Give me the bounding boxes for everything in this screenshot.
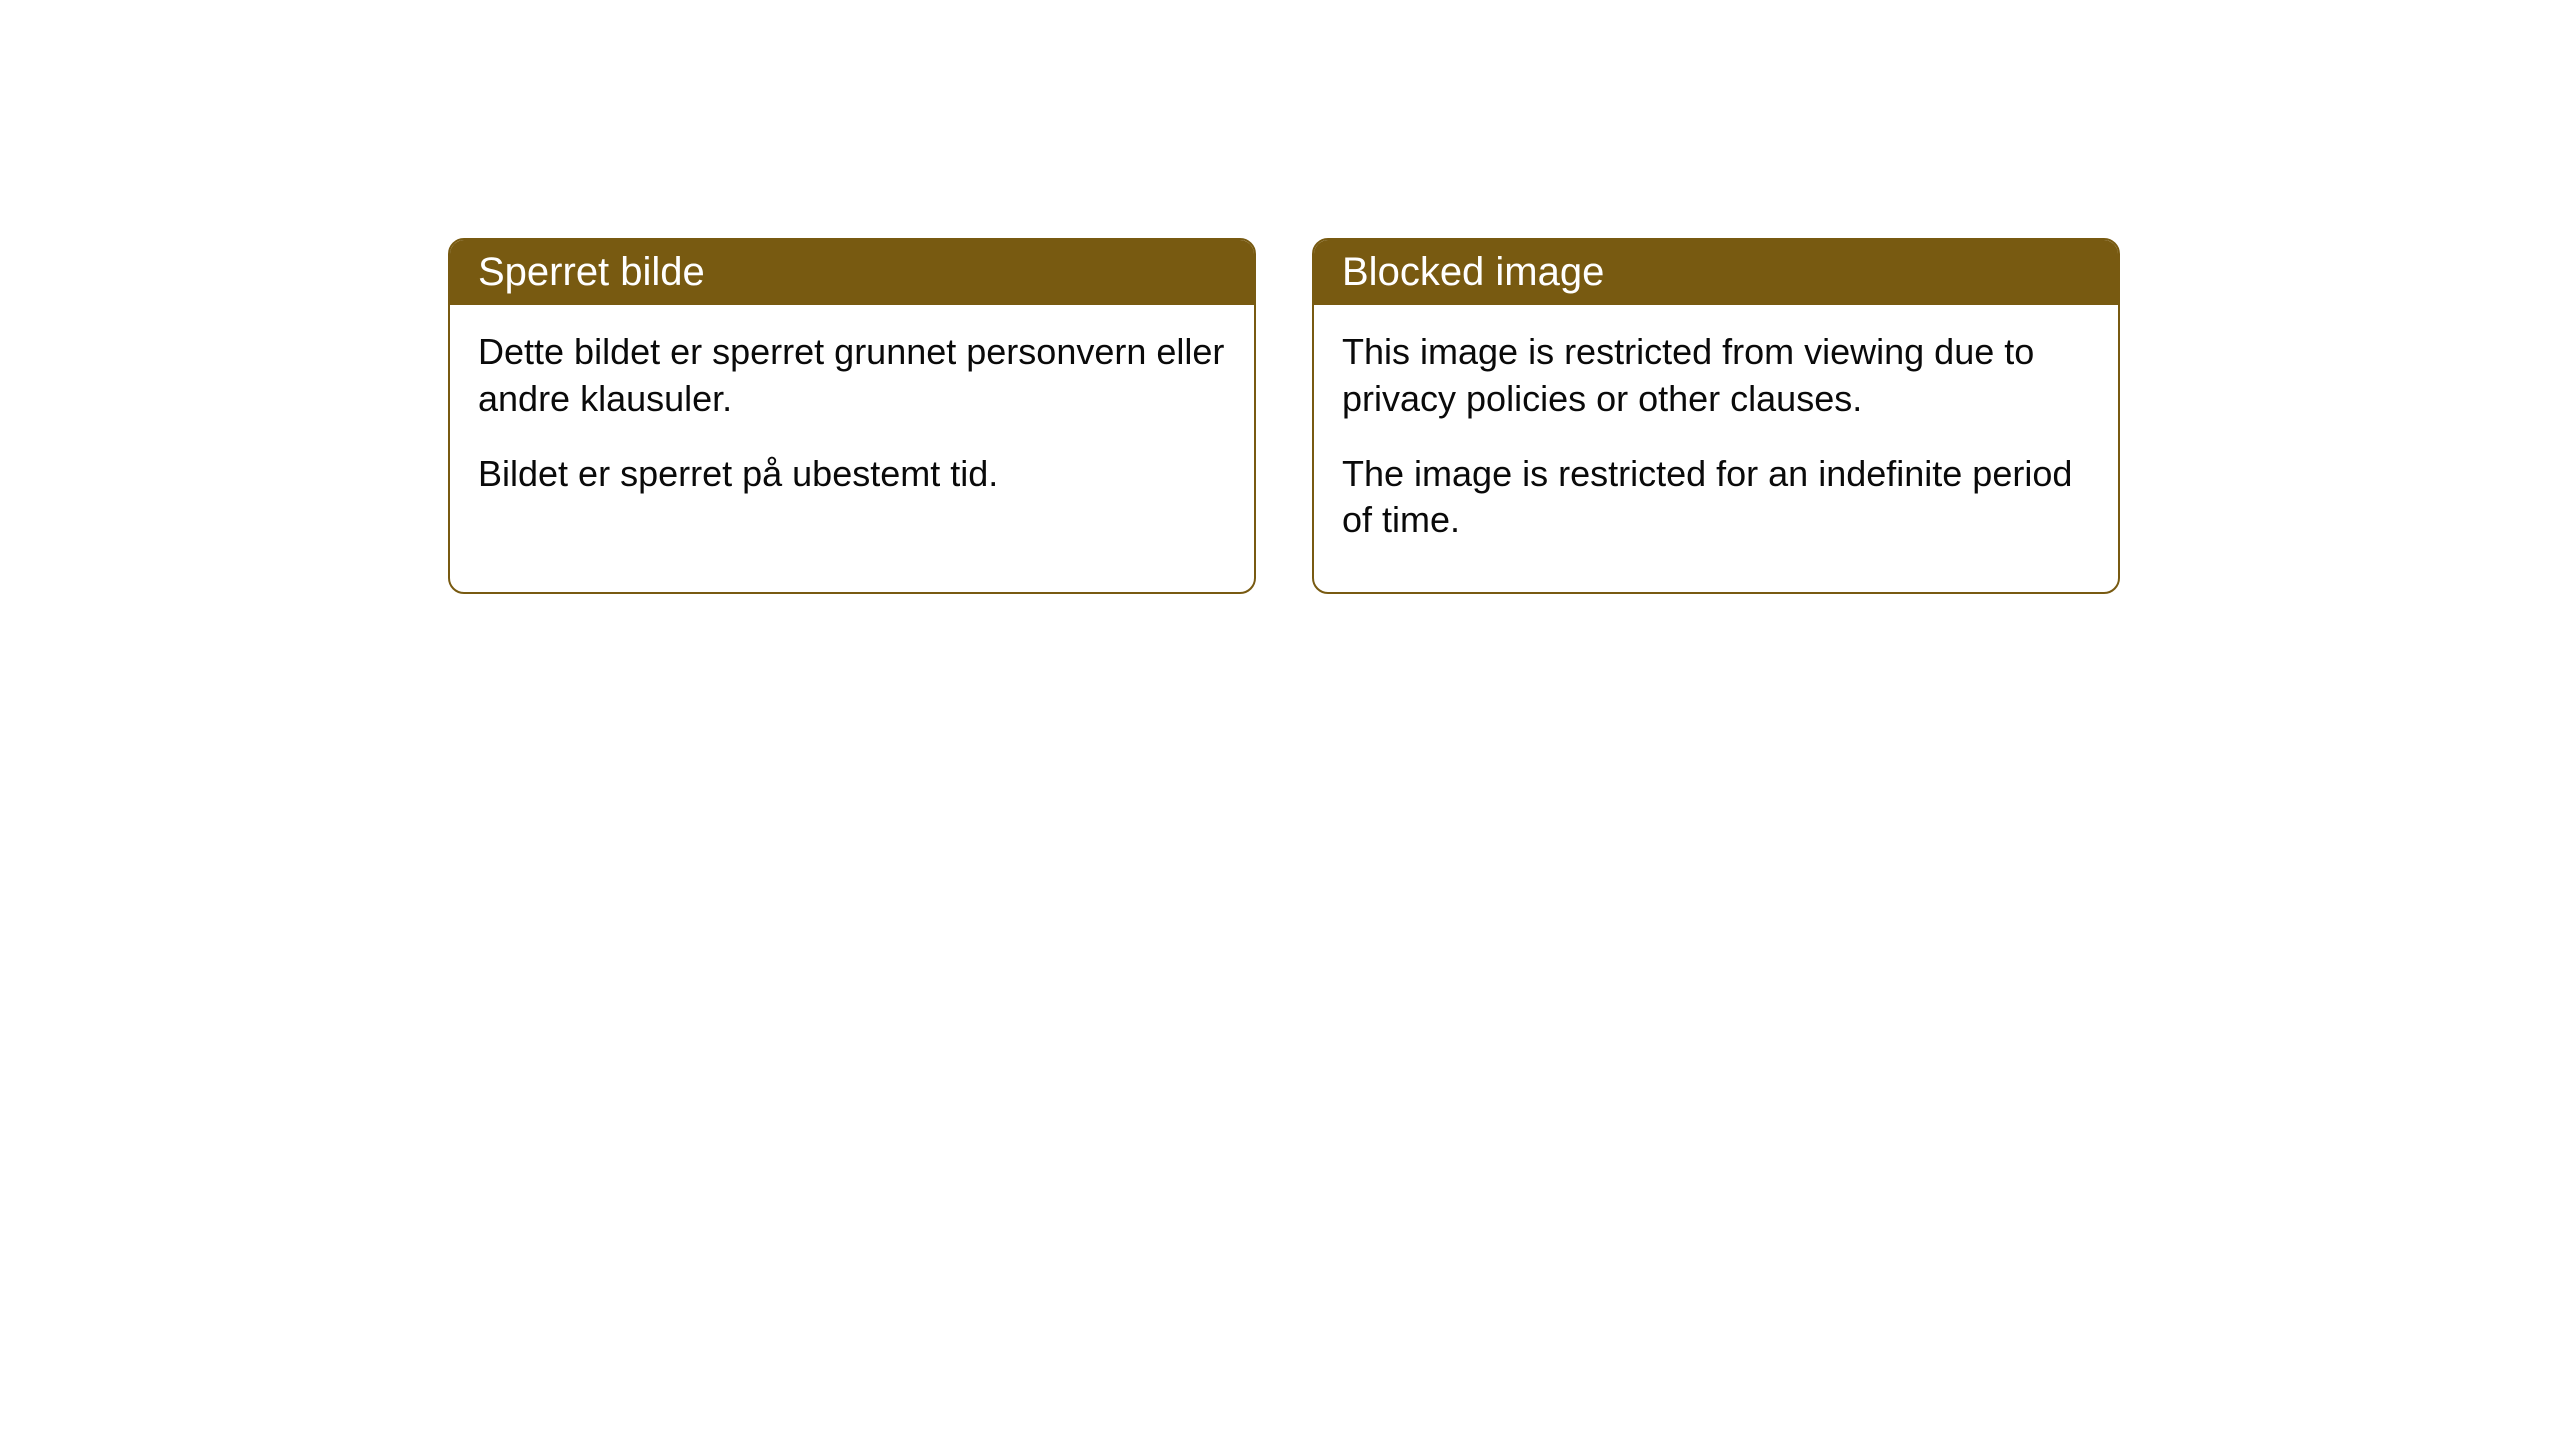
card-paragraph-2: Bildet er sperret på ubestemt tid. [478, 451, 1226, 498]
blocked-image-card-en: Blocked image This image is restricted f… [1312, 238, 2120, 594]
card-body: This image is restricted from viewing du… [1314, 305, 2118, 592]
card-body: Dette bildet er sperret grunnet personve… [450, 305, 1254, 545]
card-paragraph-1: This image is restricted from viewing du… [1342, 329, 2090, 423]
card-title: Sperret bilde [478, 250, 705, 294]
card-paragraph-1: Dette bildet er sperret grunnet personve… [478, 329, 1226, 423]
blocked-image-card-no: Sperret bilde Dette bildet er sperret gr… [448, 238, 1256, 594]
card-title: Blocked image [1342, 250, 1604, 294]
card-header: Sperret bilde [450, 240, 1254, 305]
card-paragraph-2: The image is restricted for an indefinit… [1342, 451, 2090, 545]
card-header: Blocked image [1314, 240, 2118, 305]
cards-container: Sperret bilde Dette bildet er sperret gr… [448, 238, 2120, 594]
